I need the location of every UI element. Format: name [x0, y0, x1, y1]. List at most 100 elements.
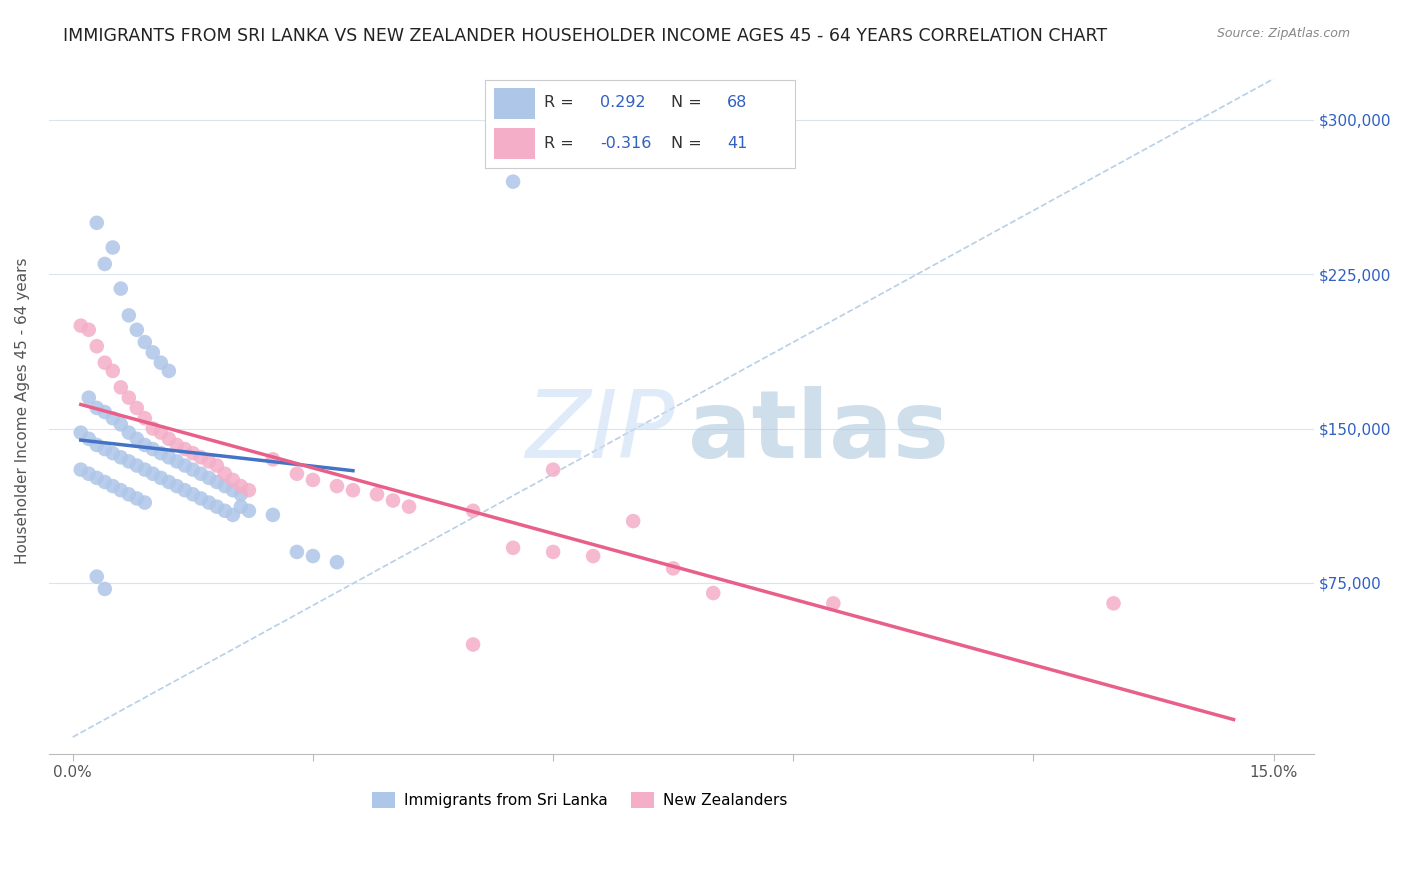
Point [157, 475, 180, 489]
Text: Source: ZipAtlas.com: Source: ZipAtlas.com [1216, 27, 1350, 40]
Point [134, 463, 156, 477]
Point [398, 500, 420, 514]
Point [157, 364, 180, 378]
Point [86, 339, 108, 353]
Point [125, 432, 148, 446]
Point [69, 318, 91, 333]
Point [157, 432, 180, 446]
Point [125, 323, 148, 337]
Point [86, 471, 108, 485]
Point [285, 545, 308, 559]
Point [173, 442, 195, 456]
Point [214, 504, 236, 518]
Point [229, 487, 252, 501]
Point [69, 425, 91, 440]
Point [461, 504, 484, 518]
Point [110, 450, 132, 465]
Point [166, 479, 188, 493]
Point [198, 454, 221, 468]
Point [222, 508, 245, 522]
Point [541, 463, 564, 477]
Point [190, 450, 212, 465]
Point [94, 405, 117, 419]
Point [181, 446, 204, 460]
Point [118, 425, 141, 440]
Point [142, 345, 165, 359]
Point [382, 493, 405, 508]
Point [77, 323, 100, 337]
Text: atlas: atlas [688, 385, 949, 477]
Point [173, 458, 195, 473]
Point [94, 356, 117, 370]
Point [198, 471, 221, 485]
Point [125, 491, 148, 506]
Point [302, 549, 325, 563]
Point [166, 454, 188, 468]
Point [157, 450, 180, 465]
Point [77, 432, 100, 446]
Point [134, 335, 156, 350]
Point [662, 561, 685, 575]
Point [110, 380, 132, 394]
Point [86, 216, 108, 230]
Point [262, 508, 284, 522]
Point [142, 421, 165, 435]
Point [101, 479, 124, 493]
Point [214, 479, 236, 493]
Point [94, 257, 117, 271]
Point [134, 495, 156, 509]
Text: IMMIGRANTS FROM SRI LANKA VS NEW ZEALANDER HOUSEHOLDER INCOME AGES 45 - 64 YEARS: IMMIGRANTS FROM SRI LANKA VS NEW ZEALAND… [63, 27, 1108, 45]
Point [502, 541, 524, 555]
Point [101, 364, 124, 378]
Point [222, 473, 245, 487]
Point [134, 438, 156, 452]
Point [101, 446, 124, 460]
Point [621, 514, 644, 528]
Point [262, 452, 284, 467]
Point [77, 467, 100, 481]
Y-axis label: Householder Income Ages 45 - 64 years: Householder Income Ages 45 - 64 years [15, 258, 30, 565]
Point [77, 391, 100, 405]
Point [125, 401, 148, 415]
Point [142, 467, 165, 481]
Point [181, 463, 204, 477]
Point [229, 479, 252, 493]
Point [190, 491, 212, 506]
Legend: Immigrants from Sri Lanka, New Zealanders: Immigrants from Sri Lanka, New Zealander… [367, 786, 794, 814]
Point [582, 549, 605, 563]
Point [214, 467, 236, 481]
Point [142, 442, 165, 456]
Point [326, 555, 349, 569]
Point [285, 467, 308, 481]
Point [461, 638, 484, 652]
Point [366, 487, 388, 501]
Point [94, 442, 117, 456]
Point [125, 458, 148, 473]
Point [205, 475, 228, 489]
Point [1102, 596, 1125, 610]
Point [110, 417, 132, 432]
Point [229, 500, 252, 514]
Point [205, 458, 228, 473]
Point [86, 438, 108, 452]
Point [110, 483, 132, 498]
Point [238, 483, 260, 498]
Point [149, 471, 172, 485]
Point [222, 483, 245, 498]
Point [823, 596, 845, 610]
Point [118, 391, 141, 405]
Point [149, 425, 172, 440]
Point [110, 282, 132, 296]
Point [86, 401, 108, 415]
Point [149, 446, 172, 460]
Point [205, 500, 228, 514]
Point [702, 586, 724, 600]
Point [149, 356, 172, 370]
Point [302, 473, 325, 487]
Point [118, 487, 141, 501]
Point [94, 582, 117, 596]
Point [118, 309, 141, 323]
Point [541, 545, 564, 559]
Point [134, 411, 156, 425]
Point [342, 483, 364, 498]
